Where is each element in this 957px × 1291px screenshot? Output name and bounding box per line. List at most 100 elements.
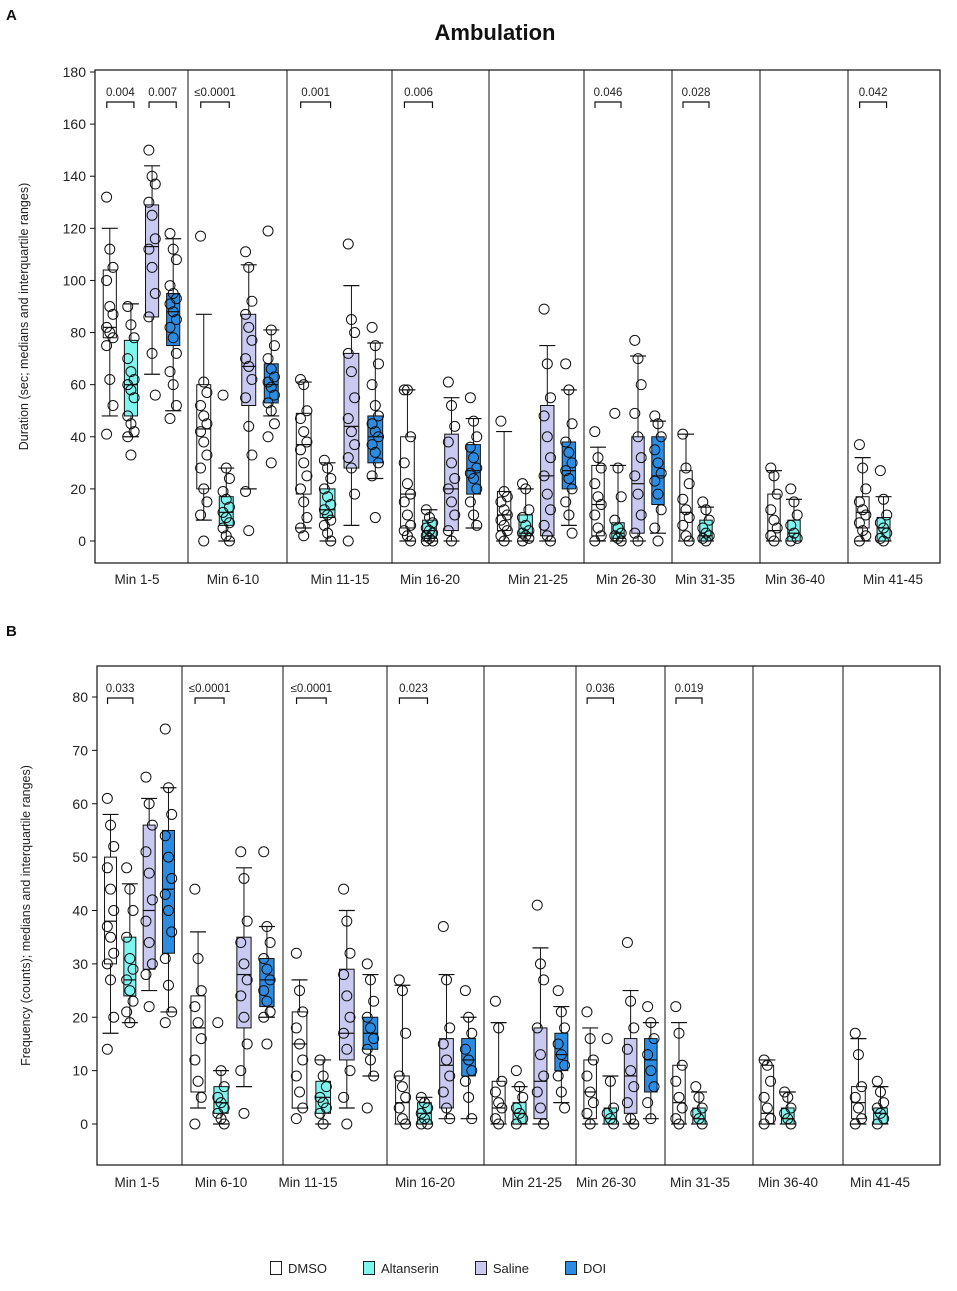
data-point [423, 512, 435, 524]
iqr-box [319, 488, 336, 519]
data-point [446, 535, 458, 547]
x-category-label: Min 16-20 [395, 1175, 455, 1190]
data-point [212, 1091, 224, 1103]
data-point [290, 1113, 302, 1125]
data-point [338, 1091, 350, 1103]
data-point [563, 384, 575, 396]
iqr-box [561, 441, 577, 490]
bracket-line [403, 101, 434, 108]
data-point [612, 462, 624, 474]
data-point [338, 969, 350, 981]
data-point [471, 431, 483, 443]
data-point [104, 243, 116, 255]
data-point [758, 1054, 770, 1066]
data-point [466, 1113, 478, 1125]
data-point [771, 522, 783, 534]
data-point [189, 1054, 201, 1066]
data-point [192, 1075, 204, 1087]
data-point [212, 1107, 224, 1119]
x-category-label: Min 21-25 [502, 1175, 562, 1190]
data-point [146, 958, 158, 970]
data-point [301, 405, 313, 417]
data-point [629, 527, 641, 539]
data-point [398, 384, 410, 396]
data-point [878, 493, 890, 505]
significance-bracket: 0.007 [148, 87, 177, 108]
data-point [128, 332, 140, 344]
data-point [420, 504, 432, 516]
data-point [298, 426, 310, 438]
p-value-label: 0.028 [682, 87, 711, 99]
data-point [238, 1107, 250, 1119]
y-tick-label: 140 [63, 168, 87, 184]
data-point [170, 347, 182, 359]
data-point [342, 413, 354, 425]
data-point [422, 1118, 434, 1130]
data-point [559, 1102, 571, 1114]
data-point [779, 1086, 791, 1098]
data-point [101, 428, 113, 440]
bracket-line [682, 101, 710, 108]
data-point [857, 504, 869, 516]
data-point [240, 246, 252, 258]
data-point [878, 1097, 890, 1109]
data-point [372, 431, 384, 443]
data-point [878, 535, 890, 547]
data-point [645, 1113, 657, 1125]
box-dmso [101, 191, 119, 440]
data-point [159, 888, 171, 900]
data-point [463, 1054, 475, 1066]
data-point [240, 485, 252, 497]
box-altanserin [212, 1017, 230, 1130]
figure-title: Ambulation [435, 20, 556, 45]
legend-item-saline: Saline [474, 1261, 529, 1276]
data-point [361, 958, 373, 970]
data-point [262, 225, 274, 237]
y-tick-label: 40 [70, 429, 86, 445]
iqr-box [400, 436, 415, 529]
data-point [105, 974, 117, 986]
data-point [317, 1097, 329, 1109]
data-point [342, 535, 354, 547]
data-point [874, 1107, 886, 1119]
data-point [143, 144, 155, 156]
x-category-label: Min 11-15 [310, 572, 369, 587]
legend-label-altanserin: Altanserin [381, 1260, 439, 1276]
significance-bracket: 0.004 [106, 87, 135, 108]
data-point [498, 519, 510, 531]
data-point [464, 392, 476, 404]
box-altanserin [697, 496, 715, 547]
p-value-label: 0.007 [148, 87, 177, 99]
x-category-label: Min 1-5 [114, 1175, 159, 1190]
data-point [621, 1097, 633, 1109]
x-category-label: Min 41-45 [863, 572, 923, 587]
data-point [121, 1006, 133, 1018]
data-point [265, 405, 277, 417]
box-altanserin [217, 389, 235, 547]
data-point [531, 899, 543, 911]
data-point [265, 381, 277, 393]
x-category-label: Min 41-45 [850, 1175, 910, 1190]
data-point [592, 491, 604, 503]
data-point [261, 995, 273, 1007]
data-point [595, 499, 607, 511]
iqr-box [104, 856, 118, 965]
data-point [361, 1102, 373, 1114]
data-point [241, 974, 253, 986]
data-point [159, 723, 171, 735]
data-point [642, 1049, 654, 1061]
box-saline [437, 921, 456, 1125]
data-point [344, 947, 356, 959]
box-altanserin [871, 1075, 890, 1130]
data-point [170, 314, 182, 326]
data-point [243, 360, 255, 372]
data-point [189, 883, 201, 895]
data-point [372, 358, 384, 370]
box-altanserin [318, 454, 337, 547]
data-point [534, 958, 546, 970]
x-category-label: Min 31-35 [670, 1175, 730, 1190]
data-point [101, 792, 113, 804]
data-point [683, 478, 695, 490]
data-point [628, 1118, 640, 1130]
data-point [645, 1017, 657, 1029]
